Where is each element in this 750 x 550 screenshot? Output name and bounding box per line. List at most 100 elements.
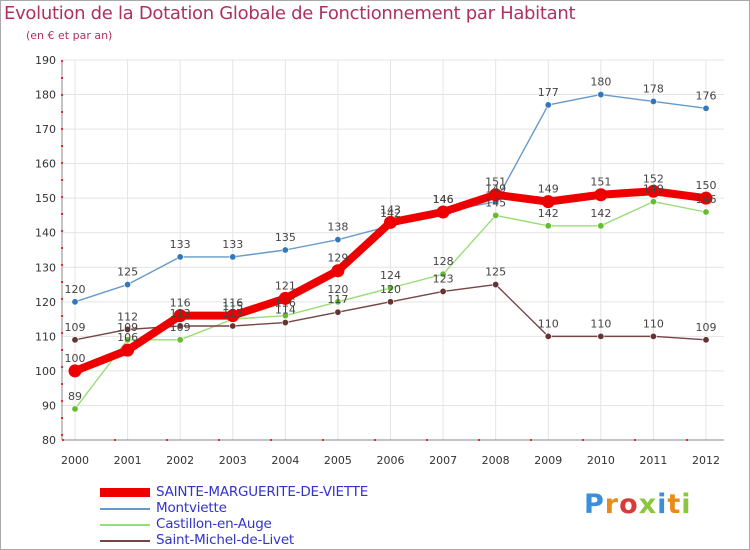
chart-title: Evolution de la Dotation Globale de Fonc… [4, 3, 576, 24]
data-label-saint-michel-de-livet: 110 [538, 317, 559, 330]
data-point-sainte-marguerite-de-viette [226, 309, 240, 323]
data-label-saint-michel-de-livet: 120 [380, 283, 401, 296]
data-point-castillon-en-auge [439, 270, 447, 278]
y-tick-label: 190 [35, 54, 56, 67]
y-tick-label: 90 [42, 399, 56, 412]
data-label-castillon-en-auge: 128 [433, 255, 454, 268]
logo-letter: t [667, 489, 682, 520]
data-point-castillon-en-auge [702, 208, 710, 216]
data-label-sainte-marguerite-de-viette: 129 [327, 252, 348, 265]
data-point-castillon-en-auge [597, 222, 605, 230]
data-label-saint-michel-de-livet: 117 [327, 293, 348, 306]
x-tick-label: 2008 [482, 454, 510, 467]
y-tick-label: 130 [35, 261, 56, 274]
data-label-sainte-marguerite-de-viette: 149 [538, 183, 559, 196]
x-tick-label: 2001 [114, 454, 142, 467]
logo-letter: i [657, 489, 668, 520]
data-point-castillon-en-auge [544, 222, 552, 230]
data-point-castillon-en-auge [386, 284, 394, 292]
data-point-castillon-en-auge [124, 336, 132, 344]
data-label-sainte-marguerite-de-viette: 116 [170, 297, 191, 310]
data-point-sainte-marguerite-de-viette [121, 343, 135, 357]
data-label-montviette: 133 [222, 238, 243, 251]
data-point-saint-michel-de-livet [597, 332, 605, 340]
data-point-saint-michel-de-livet [649, 332, 657, 340]
data-label-castillon-en-auge: 109 [170, 321, 191, 334]
data-point-castillon-en-auge [334, 298, 342, 306]
data-label-saint-michel-de-livet: 113 [222, 307, 243, 320]
data-point-castillon-en-auge [492, 211, 500, 219]
data-label-montviette: 138 [327, 221, 348, 234]
data-point-montviette [649, 97, 657, 105]
data-point-sainte-marguerite-de-viette [331, 264, 345, 278]
data-point-saint-michel-de-livet [702, 336, 710, 344]
data-label-castillon-en-auge: 124 [380, 269, 401, 282]
y-tick-label: 100 [35, 365, 56, 378]
data-label-sainte-marguerite-de-viette: 152 [643, 172, 664, 185]
data-label-saint-michel-de-livet: 110 [643, 317, 664, 330]
x-tick-label: 2007 [429, 454, 457, 467]
data-label-sainte-marguerite-de-viette: 150 [696, 179, 717, 192]
data-label-castillon-en-auge: 109 [117, 321, 138, 334]
data-point-saint-michel-de-livet [281, 319, 289, 327]
data-label-sainte-marguerite-de-viette: 100 [65, 352, 86, 365]
data-label-saint-michel-de-livet: 112 [117, 310, 138, 323]
data-point-sainte-marguerite-de-viette [541, 195, 555, 209]
data-point-montviette [334, 236, 342, 244]
x-tick-label: 2006 [377, 454, 405, 467]
data-point-montviette [71, 298, 79, 306]
legend-label: Saint-Michel-de-Livet [156, 532, 295, 548]
data-point-sainte-marguerite-de-viette [173, 309, 187, 323]
data-label-montviette: 120 [65, 283, 86, 296]
logo-letter: r [604, 489, 620, 520]
logo-letter: i [681, 489, 692, 520]
data-label-saint-michel-de-livet: 110 [590, 317, 611, 330]
legend-swatch [100, 540, 150, 542]
data-point-sainte-marguerite-de-viette [278, 291, 292, 305]
legend-swatch [100, 508, 150, 510]
data-label-castillon-en-auge: 142 [538, 207, 559, 220]
data-label-castillon-en-auge: 115 [222, 300, 243, 313]
data-point-montviette [544, 101, 552, 109]
data-label-montviette: 180 [590, 76, 611, 89]
data-point-montviette [597, 91, 605, 99]
data-label-sainte-marguerite-de-viette: 146 [433, 193, 454, 206]
data-label-montviette: 125 [117, 266, 138, 279]
x-tick-label: 2000 [61, 454, 89, 467]
data-label-sainte-marguerite-de-viette: 151 [485, 176, 506, 189]
y-tick-label: 170 [35, 123, 56, 136]
data-label-saint-michel-de-livet: 109 [696, 321, 717, 334]
data-point-saint-michel-de-livet [439, 287, 447, 295]
legend-swatch [100, 488, 150, 497]
data-label-montviette: 146 [433, 193, 454, 206]
x-tick-label: 2002 [166, 454, 194, 467]
data-label-montviette: 177 [538, 86, 559, 99]
x-tick-label: 2009 [534, 454, 562, 467]
data-label-montviette: 149 [485, 183, 506, 196]
data-label-montviette: 142 [380, 207, 401, 220]
data-point-sainte-marguerite-de-viette [594, 188, 608, 202]
x-tick-label: 2003 [219, 454, 247, 467]
data-point-sainte-marguerite-de-viette [68, 364, 82, 378]
data-label-montviette: 135 [275, 231, 296, 244]
data-label-castillon-en-auge: 146 [696, 193, 717, 206]
data-label-castillon-en-auge: 145 [485, 196, 506, 209]
logo-letter: P [584, 489, 605, 520]
legend-label: SAINTE-MARGUERITE-DE-VIETTE [156, 484, 369, 500]
data-label-saint-michel-de-livet: 125 [485, 266, 506, 279]
data-point-saint-michel-de-livet [229, 322, 237, 330]
y-tick-label: 140 [35, 227, 56, 240]
data-point-saint-michel-de-livet [334, 308, 342, 316]
proxiti-logo: Proxiti [584, 489, 692, 520]
x-tick-label: 2010 [587, 454, 615, 467]
data-label-castillon-en-auge: 89 [68, 390, 82, 403]
data-point-saint-michel-de-livet [176, 322, 184, 330]
chart-subtitle: (en € et par an) [26, 29, 113, 42]
data-label-castillon-en-auge: 120 [327, 283, 348, 296]
data-label-sainte-marguerite-de-viette: 121 [275, 279, 296, 292]
x-tick-label: 2004 [271, 454, 299, 467]
data-point-montviette [124, 281, 132, 289]
data-label-castillon-en-auge: 116 [275, 297, 296, 310]
data-point-castillon-en-auge [649, 198, 657, 206]
